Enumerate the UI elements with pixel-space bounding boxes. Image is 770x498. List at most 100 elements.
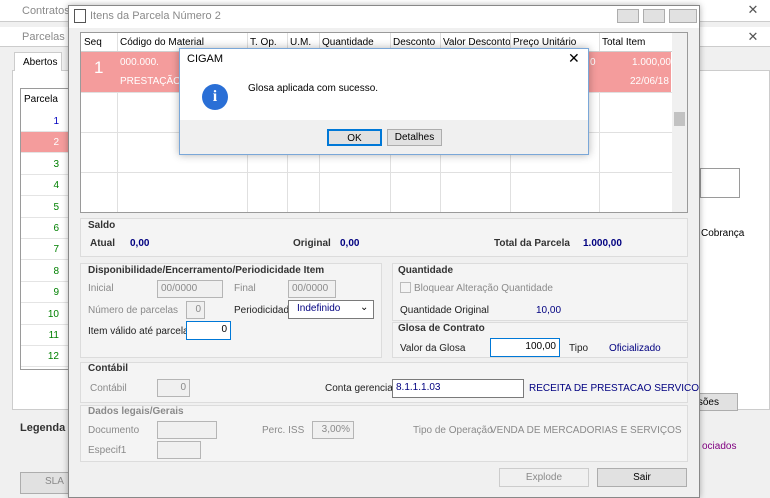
group-title: Disponibilidade/Encerramento/Periodicida…	[88, 265, 325, 276]
list-row[interactable]	[21, 325, 69, 346]
input: 0	[186, 301, 205, 319]
label: Tipo	[569, 343, 589, 354]
value: 10,00	[536, 305, 562, 316]
parcela-number: 2	[53, 137, 59, 149]
label: Documento	[88, 425, 140, 436]
detalhes-button[interactable]: Detalhes	[387, 129, 442, 146]
value: 0,00	[340, 238, 360, 249]
dialog-titlebar	[69, 6, 699, 28]
ok-button[interactable]: OK	[327, 129, 382, 146]
label: Inicial	[88, 283, 114, 294]
column-header[interactable]: Total Item	[602, 37, 646, 48]
parcela-number: 12	[47, 351, 59, 363]
label: Periodicidade	[234, 305, 295, 316]
dialog-title: Itens da Parcela Número 2	[90, 10, 221, 22]
quantidade-group	[392, 263, 688, 321]
explode-button[interactable]: Explode	[499, 468, 589, 487]
input[interactable]: 8.1.1.1.03	[392, 379, 524, 398]
group-title: Saldo	[88, 220, 116, 231]
input: 3,00%	[312, 421, 354, 439]
list-row[interactable]	[21, 196, 69, 218]
list-row[interactable]	[21, 132, 69, 154]
label: ociados	[702, 441, 737, 452]
close-button[interactable]: ✕	[568, 50, 580, 66]
column-header[interactable]: T. Op.	[250, 37, 277, 48]
list-row[interactable]	[21, 303, 69, 325]
label: Total da Parcela	[494, 238, 570, 249]
label: Número de parcelas	[88, 305, 179, 316]
value: VENDA DE MERCADORIAS E SERVIÇOS	[490, 425, 682, 436]
close-button[interactable]: ✕	[747, 2, 759, 17]
value: Oficializado	[609, 343, 661, 354]
sair-button[interactable]: Sair	[597, 468, 687, 487]
label: Quantidade Original	[400, 305, 489, 316]
parcela-number: 8	[53, 265, 59, 277]
window-title: Contratos	[22, 5, 70, 17]
app-icon	[74, 9, 86, 23]
label: Conta gerencial	[325, 383, 396, 394]
cell: 1	[94, 58, 104, 77]
info-icon: i	[202, 84, 228, 110]
column-divider	[599, 33, 600, 212]
column-header[interactable]: Quantidade	[322, 37, 374, 48]
maximize-button[interactable]	[643, 9, 665, 23]
label: Item válido até parcela	[88, 326, 189, 337]
column-header[interactable]: Valor Desconto	[443, 37, 511, 48]
parcela-number: 10	[47, 308, 59, 320]
parcela-number: 9	[53, 287, 59, 299]
list-row[interactable]	[21, 153, 69, 175]
label: Final	[234, 283, 256, 294]
label: Contábil	[90, 383, 127, 394]
group-title: Contábil	[88, 363, 128, 374]
window-title: Parcelas do	[22, 31, 81, 43]
close-button[interactable]	[669, 9, 697, 23]
label: Especif1	[88, 445, 127, 456]
scroll-thumb[interactable]	[674, 112, 685, 126]
row-line	[81, 172, 672, 173]
tab[interactable]: Abertos	[14, 52, 62, 71]
list-row[interactable]	[21, 175, 69, 197]
column-header[interactable]: U.M.	[290, 37, 312, 48]
input: 00/0000	[157, 280, 223, 298]
list-row[interactable]	[21, 282, 69, 304]
list-row[interactable]	[21, 239, 69, 261]
column-header[interactable]: Preço Unitário	[513, 37, 577, 48]
message-text: Glosa aplicada com sucesso.	[248, 83, 379, 94]
group-title: Quantidade	[398, 265, 454, 276]
column-header[interactable]: Seq	[84, 37, 102, 48]
legenda: Legenda	[20, 422, 66, 434]
list-row[interactable]	[21, 346, 69, 368]
parcela-number: 1	[53, 116, 59, 127]
dropdown-arrow[interactable]: ⌄	[360, 302, 369, 313]
value: 0,00	[130, 238, 150, 249]
group-title: Dados legais/Gerais	[88, 406, 184, 417]
button-bar	[180, 120, 588, 154]
label: Cobrança	[701, 228, 745, 239]
dropdown[interactable]: Indefinido	[288, 300, 374, 319]
checkbox[interactable]	[400, 282, 411, 293]
close-button[interactable]: ✕	[747, 29, 759, 44]
input[interactable]: 100,00	[490, 338, 560, 357]
input	[157, 441, 201, 459]
column-header[interactable]: Código do Material	[120, 37, 204, 48]
minimize-button[interactable]	[617, 9, 639, 23]
list-row[interactable]	[21, 260, 69, 282]
label: Tipo de Operação	[413, 425, 493, 436]
value: 1.000,00	[583, 238, 622, 249]
list-row[interactable]	[21, 218, 69, 239]
input[interactable]: 0	[186, 321, 231, 340]
label: Original	[293, 238, 331, 249]
parcela-number: 4	[53, 180, 59, 192]
parcela-number: 11	[48, 330, 59, 341]
column-header[interactable]: Desconto	[393, 37, 436, 48]
label: Valor da Glosa	[400, 343, 466, 354]
saldo-group	[80, 218, 688, 257]
list-row[interactable]	[21, 111, 69, 132]
parcela-number: 7	[53, 244, 59, 256]
input: 00/0000	[288, 280, 336, 298]
value: RECEITA DE PRESTACAO SERVICO	[529, 383, 700, 394]
parcela-number: 3	[53, 158, 59, 170]
cell: 0	[590, 57, 596, 68]
